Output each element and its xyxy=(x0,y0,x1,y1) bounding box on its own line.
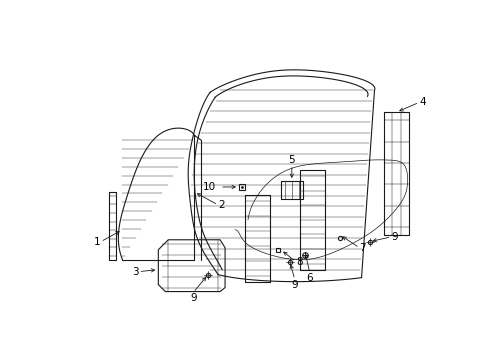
Text: 5: 5 xyxy=(288,155,295,165)
Text: 8: 8 xyxy=(295,257,302,267)
Text: 10: 10 xyxy=(203,182,216,192)
Text: 7: 7 xyxy=(359,243,366,253)
Text: 3: 3 xyxy=(132,267,138,276)
Text: 9: 9 xyxy=(189,293,196,302)
Text: 9: 9 xyxy=(291,280,298,289)
Text: 9: 9 xyxy=(390,232,397,242)
Text: 4: 4 xyxy=(419,97,425,107)
Text: 1: 1 xyxy=(94,237,101,247)
Text: 6: 6 xyxy=(306,273,312,283)
Text: 2: 2 xyxy=(218,200,224,210)
